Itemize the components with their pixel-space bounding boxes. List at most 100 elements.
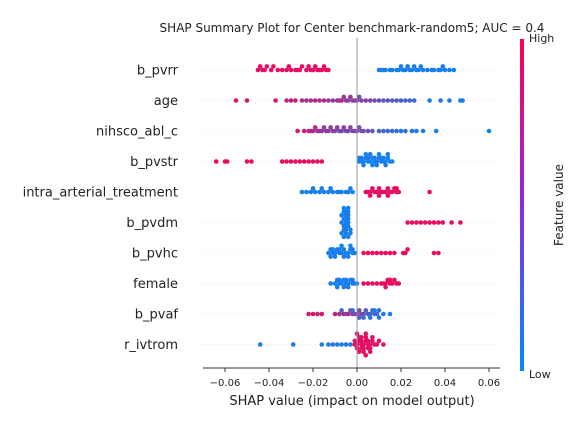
shap-point-nihsco_abl_c [328, 125, 333, 130]
shap-point-b_pvaf [350, 308, 355, 313]
shap-point-r_ivtrom [361, 342, 366, 347]
shap-point-b_pvrr [286, 64, 292, 69]
shap-point-intra_arterial_treatment [299, 189, 305, 195]
shap-point-female [365, 281, 371, 286]
shap-point-b_pvrr [416, 67, 421, 73]
shap-point-b_pvstr [370, 162, 375, 168]
shap-point-intra_arterial_treatment [339, 189, 344, 195]
x-tick-label: 0.00 [346, 378, 368, 389]
shap-point-age [293, 98, 298, 103]
shap-point-b_pvdm [440, 220, 446, 225]
shap-point-r_ivtrom [359, 335, 364, 340]
shap-point-nihsco_abl_c [365, 128, 371, 134]
shap-point-r_ivtrom [367, 342, 373, 347]
shap-point-intra_arterial_treatment [427, 189, 432, 195]
shap-point-b_pvstr [319, 159, 325, 164]
shap-point-b_pvhc [328, 254, 333, 259]
shap-point-b_pvaf [310, 311, 316, 317]
shap-point-age [312, 98, 318, 103]
shap-point-b_pvhc [345, 250, 351, 256]
shap-point-female [361, 281, 366, 286]
shap-point-female [374, 281, 380, 286]
shap-point-b_pvhc [365, 250, 371, 256]
shap-point-nihsco_abl_c [345, 128, 351, 134]
shap-point-b_pvaf [345, 311, 351, 317]
shap-point-b_pvstr [381, 155, 386, 161]
shap-point-nihsco_abl_c [486, 128, 492, 134]
shap-point-intra_arterial_treatment [374, 189, 380, 195]
shap-point-b_pvdm [405, 220, 410, 225]
shap-point-b_pvrr [279, 67, 285, 73]
shap-point-b_pvdm [345, 216, 351, 222]
shap-point-intra_arterial_treatment [385, 186, 391, 191]
shap-point-b_pvstr [383, 162, 388, 168]
shap-point-b_pvrr [264, 64, 270, 69]
shap-point-age [273, 98, 278, 103]
shap-point-b_pvdm [427, 220, 432, 225]
shap-point-b_pvaf [363, 308, 369, 313]
shap-point-b_pvhc [405, 247, 410, 252]
shap-point-b_pvhc [330, 247, 336, 252]
shap-point-nihsco_abl_c [376, 128, 382, 134]
shap-point-b_pvrr [275, 67, 281, 73]
shap-point-b_pvhc [403, 250, 408, 256]
shap-point-age [381, 98, 386, 103]
shap-point-b_pvrr [284, 67, 289, 73]
shap-point-b_pvdm [431, 220, 437, 225]
shap-point-b_pvrr [389, 67, 395, 73]
shap-point-b_pvstr [361, 162, 366, 168]
shap-point-b_pvstr [306, 159, 311, 164]
shap-point-b_pvrr [255, 67, 261, 73]
shap-point-b_pvhc [350, 247, 355, 252]
shap-point-b_pvaf [356, 308, 362, 313]
points-layer [213, 64, 492, 358]
shap-point-r_ivtrom [363, 353, 369, 358]
shap-point-intra_arterial_treatment [345, 189, 351, 195]
shap-point-b_pvstr [288, 159, 294, 164]
shap-point-b_pvrr [326, 67, 331, 73]
shap-point-b_pvstr [284, 159, 289, 164]
shap-point-r_ivtrom [334, 342, 340, 347]
shap-point-age [372, 98, 377, 103]
shap-point-nihsco_abl_c [339, 128, 344, 134]
shap-point-age [403, 98, 408, 103]
shap-point-intra_arterial_treatment [321, 189, 327, 195]
feature-label-intra_arterial_treatment: intra_arterial_treatment [23, 186, 178, 201]
shap-point-intra_arterial_treatment [328, 186, 333, 191]
shap-point-b_pvrr [310, 67, 316, 73]
shap-point-female [383, 281, 388, 286]
shap-point-b_pvstr [376, 152, 382, 157]
shap-point-r_ivtrom [374, 342, 380, 347]
shap-point-age [284, 98, 289, 103]
shap-point-age [394, 98, 399, 103]
shap-point-b_pvrr [271, 64, 276, 69]
shap-point-nihsco_abl_c [301, 128, 307, 134]
shap-point-nihsco_abl_c [398, 128, 404, 134]
shap-point-b_pvhc [431, 250, 437, 256]
shap-point-nihsco_abl_c [326, 128, 331, 134]
shap-point-b_pvstr [301, 159, 307, 164]
shap-point-nihsco_abl_c [310, 128, 316, 134]
shap-point-b_pvaf [315, 311, 320, 317]
shap-point-r_ivtrom [257, 342, 263, 347]
shap-point-r_ivtrom [370, 335, 375, 340]
shap-point-r_ivtrom [376, 338, 382, 344]
shap-point-intra_arterial_treatment [319, 186, 325, 191]
shap-point-b_pvrr [442, 67, 448, 73]
shap-point-b_pvhc [383, 250, 388, 256]
shap-point-b_pvdm [345, 213, 351, 218]
shap-point-r_ivtrom [363, 335, 369, 340]
shap-point-b_pvhc [352, 250, 358, 256]
shap-point-b_pvrr [304, 67, 309, 73]
shap-point-b_pvhc [339, 243, 344, 249]
shap-point-nihsco_abl_c [361, 128, 366, 134]
colorbar [520, 39, 524, 371]
shap-point-b_pvhc [326, 250, 331, 256]
shap-point-age [460, 98, 465, 103]
shap-point-female [392, 277, 397, 283]
shap-point-age [385, 98, 391, 103]
shap-point-age [341, 94, 347, 100]
shap-point-age [411, 98, 417, 103]
shap-point-b_pvrr [447, 67, 452, 73]
